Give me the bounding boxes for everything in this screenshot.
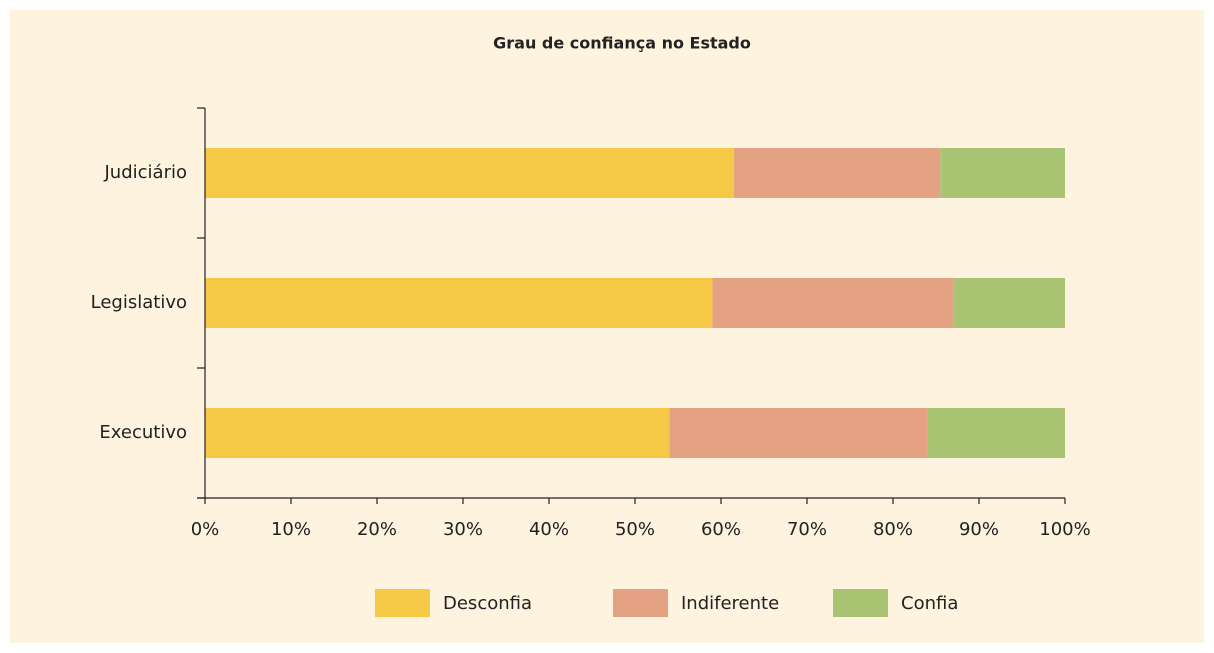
x-tick-label: 60% [701,519,741,540]
bar-segment [733,148,941,198]
legend-label: Confia [901,593,958,614]
y-tick-label: Legislativo [91,292,187,313]
legend-swatch [833,589,888,617]
x-tick-label: 100% [1039,519,1090,540]
x-tick-label: 70% [787,519,827,540]
bar-segment [205,408,670,458]
x-tick-label: 10% [271,519,311,540]
legend-label: Desconfia [443,593,532,614]
bar-segment [940,148,1065,198]
chart-title: Grau de confiança no Estado [493,34,751,53]
x-tick-label: 80% [873,519,913,540]
legend-swatch [375,589,430,617]
bar-segment [712,278,954,328]
bar-segment [205,148,734,198]
bar-segment [953,278,1065,328]
x-tick-label: 20% [357,519,397,540]
x-tick-label: 50% [615,519,655,540]
bar-segment [205,278,713,328]
bar-segment [927,408,1065,458]
x-tick-label: 40% [529,519,569,540]
x-tick-label: 30% [443,519,483,540]
x-tick-label: 90% [959,519,999,540]
bar-segment [669,408,928,458]
legend-swatch [613,589,668,617]
legend-label: Indiferente [681,593,779,614]
y-tick-label: Judiciário [104,162,188,183]
y-tick-label: Executivo [99,422,187,443]
x-tick-label: 0% [191,519,220,540]
